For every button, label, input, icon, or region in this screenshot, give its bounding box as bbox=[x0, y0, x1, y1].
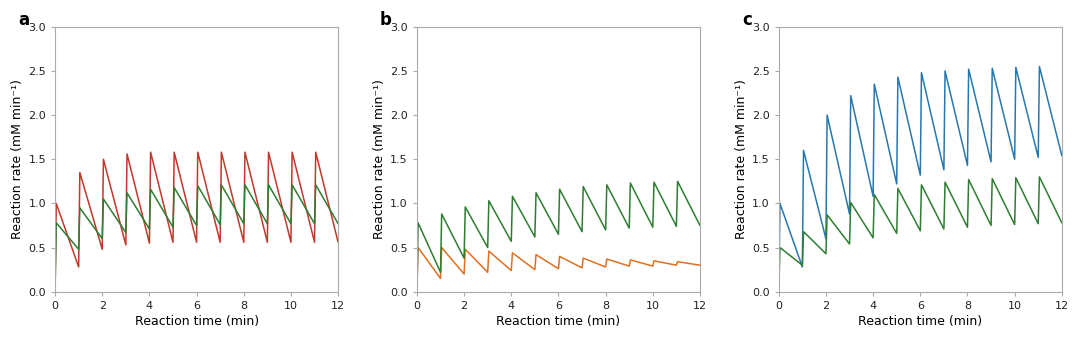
Y-axis label: Reaction rate (mM min⁻¹): Reaction rate (mM min⁻¹) bbox=[373, 79, 386, 239]
Text: b: b bbox=[380, 11, 392, 29]
X-axis label: Reaction time (min): Reaction time (min) bbox=[859, 315, 983, 328]
Text: c: c bbox=[742, 11, 752, 29]
Y-axis label: Reaction rate (mM min⁻¹): Reaction rate (mM min⁻¹) bbox=[734, 79, 747, 239]
Y-axis label: Reaction rate (mM min⁻¹): Reaction rate (mM min⁻¹) bbox=[11, 79, 24, 239]
X-axis label: Reaction time (min): Reaction time (min) bbox=[497, 315, 621, 328]
Text: a: a bbox=[18, 11, 29, 29]
X-axis label: Reaction time (min): Reaction time (min) bbox=[135, 315, 258, 328]
